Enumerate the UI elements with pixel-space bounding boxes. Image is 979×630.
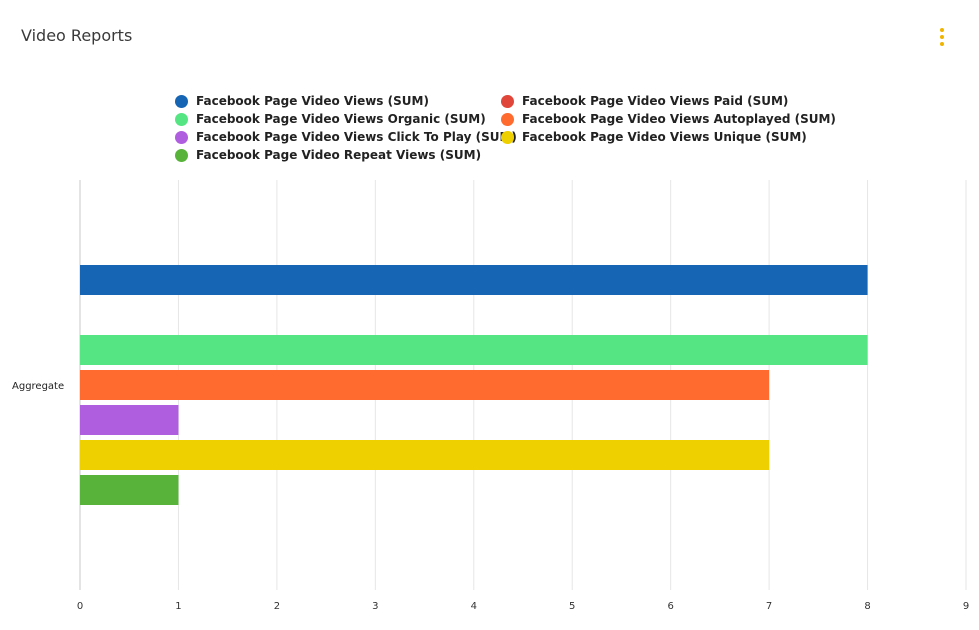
legend-label: Facebook Page Video Views Unique (SUM): [522, 130, 807, 144]
legend-label: Facebook Page Video Views (SUM): [196, 94, 429, 108]
legend-item[interactable]: Facebook Page Video Views Organic (SUM): [175, 110, 486, 128]
bar: [80, 370, 770, 400]
legend-swatch: [175, 94, 188, 108]
legend-item[interactable]: Facebook Page Video Views Paid (SUM): [501, 92, 788, 110]
legend-label: Facebook Page Video Repeat Views (SUM): [196, 148, 482, 162]
legend-swatch: [501, 130, 514, 144]
legend-item[interactable]: Facebook Page Video Views (SUM): [175, 92, 429, 110]
legend-swatch: [175, 148, 188, 162]
page-title: Video Reports: [21, 26, 133, 45]
legend-item[interactable]: Facebook Page Video Views Autoplayed (SU…: [501, 110, 836, 128]
legend-label: Facebook Page Video Views Autoplayed (SU…: [522, 112, 836, 126]
legend-label: Facebook Page Video Views Paid (SUM): [522, 94, 789, 108]
x-tick-label: 2: [274, 601, 280, 612]
legend-swatch: [175, 130, 188, 144]
bar: [80, 440, 770, 470]
bar: [80, 475, 179, 505]
x-tick-label: 9: [963, 601, 969, 612]
x-tick-label: 7: [766, 601, 772, 612]
category-label: Aggregate: [12, 381, 64, 392]
legend-item[interactable]: Facebook Page Video Views Click To Play …: [175, 128, 517, 146]
legend-item[interactable]: Facebook Page Video Repeat Views (SUM): [175, 146, 481, 164]
bar: [80, 335, 868, 365]
legend-swatch: [501, 112, 514, 126]
bar: [80, 405, 179, 435]
legend-label: Facebook Page Video Views Click To Play …: [196, 130, 517, 144]
x-tick-label: 0: [77, 601, 83, 612]
x-tick-label: 1: [175, 601, 181, 612]
x-tick-label: 6: [667, 601, 673, 612]
x-tick-label: 5: [569, 601, 575, 612]
legend-swatch: [175, 112, 188, 126]
legend-item[interactable]: Facebook Page Video Views Unique (SUM): [501, 128, 807, 146]
x-tick-label: 4: [471, 601, 477, 612]
bar: [80, 265, 868, 295]
legend-swatch: [501, 94, 514, 108]
legend-label: Facebook Page Video Views Organic (SUM): [196, 112, 486, 126]
x-tick-label: 8: [864, 601, 870, 612]
x-tick-label: 3: [372, 601, 378, 612]
kebab-menu-icon[interactable]: [934, 26, 950, 48]
